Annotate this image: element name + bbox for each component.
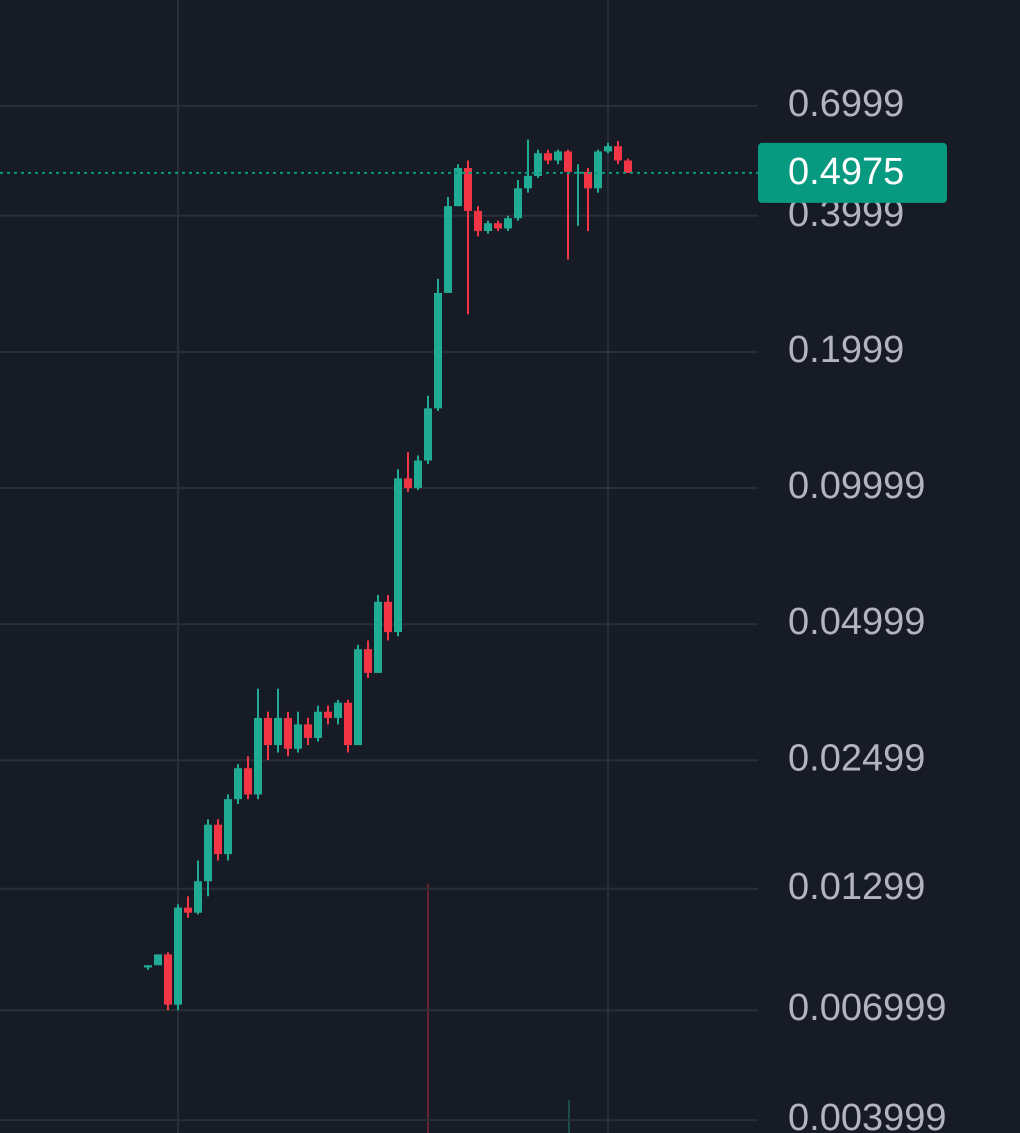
- candle-body: [214, 824, 222, 855]
- candle-body: [224, 799, 232, 855]
- y-tick-label: 0.02499: [788, 737, 925, 779]
- last-price-box: [758, 142, 947, 203]
- candle-body: [414, 460, 422, 488]
- y-tick-label: 0.04999: [788, 601, 925, 643]
- candle-body: [614, 146, 622, 161]
- candle-body: [164, 954, 172, 1005]
- y-tick-label: 0.006999: [788, 987, 947, 1029]
- candle-body: [294, 724, 302, 749]
- candle-body: [344, 702, 352, 746]
- candle-body: [234, 768, 242, 800]
- candle-body: [194, 881, 202, 913]
- candle-body: [524, 175, 532, 189]
- candle-body: [244, 768, 252, 795]
- candle-body: [554, 151, 562, 161]
- candle-body: [604, 146, 612, 152]
- candle-body: [384, 601, 392, 633]
- candle-body: [154, 954, 162, 966]
- candle-body: [304, 724, 312, 738]
- candle-body: [404, 478, 412, 488]
- candle-body: [184, 907, 192, 913]
- last-price-label: 0.4975: [788, 151, 904, 193]
- candle-body: [174, 907, 182, 1005]
- candle-body: [624, 160, 632, 173]
- candle-body: [484, 223, 492, 232]
- candle-body: [364, 649, 372, 673]
- candle-body: [534, 153, 542, 176]
- candle-body: [444, 206, 452, 293]
- candle-body: [494, 223, 502, 229]
- candle-body: [334, 702, 342, 718]
- candle-body: [324, 711, 332, 718]
- candle-body: [434, 292, 442, 409]
- candle-body: [584, 171, 592, 189]
- y-tick-label: 0.003999: [788, 1097, 947, 1133]
- candle-body: [424, 408, 432, 461]
- candle-body: [264, 717, 272, 746]
- candle-body: [204, 824, 212, 882]
- candle-body: [314, 711, 322, 738]
- candle-body: [474, 210, 482, 232]
- y-tick-label: 0.6999: [788, 83, 904, 125]
- candle-body: [274, 717, 282, 746]
- candle-body: [374, 601, 382, 673]
- y-tick-label: 0.01299: [788, 866, 925, 908]
- candle-body: [284, 717, 292, 749]
- candle-body: [504, 218, 512, 229]
- candle-body: [254, 717, 262, 795]
- candle-body: [544, 153, 552, 161]
- candle-body: [144, 965, 152, 968]
- candle-body: [514, 188, 522, 219]
- candle-body: [394, 478, 402, 633]
- candle-body: [594, 151, 602, 189]
- y-tick-label: 0.1999: [788, 329, 904, 371]
- y-tick-label: 0.09999: [788, 465, 925, 507]
- candle-body: [464, 168, 472, 211]
- candle-body: [354, 649, 362, 746]
- candle-body: [574, 171, 582, 174]
- candle-body: [454, 168, 462, 207]
- candle-body: [564, 151, 572, 172]
